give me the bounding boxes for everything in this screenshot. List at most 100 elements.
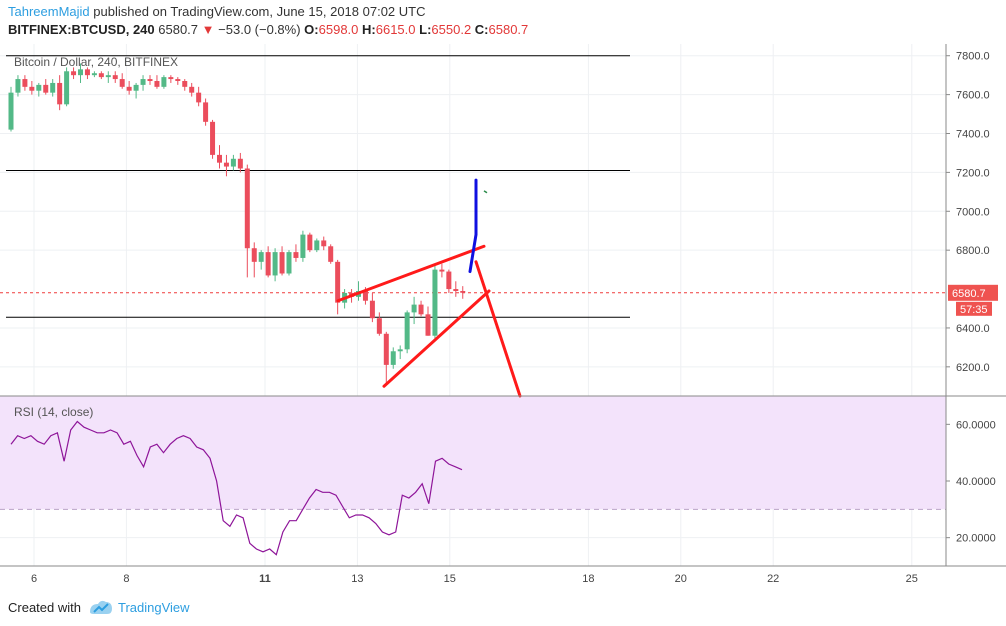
- candle-body: [50, 82, 56, 93]
- candle-body: [293, 252, 299, 258]
- candle-body: [383, 333, 389, 365]
- rsi-tick-label: 40.0000: [956, 476, 996, 488]
- countdown-tag: [956, 301, 992, 316]
- ohlc-line: BITFINEX:BTCUSD, 240 6580.7 ▼ −53.0 (−0.…: [8, 22, 528, 37]
- candle-body: [369, 300, 375, 319]
- candle-body: [300, 234, 306, 258]
- candle-body: [84, 69, 90, 76]
- candle-body: [64, 71, 70, 105]
- candle-body: [15, 79, 21, 93]
- price-axis-bg: [946, 44, 1006, 592]
- upper-wedge-trendline: [336, 244, 486, 303]
- candle-body: [390, 351, 396, 365]
- lower-wedge-trendline: [382, 289, 491, 388]
- candle-body: [321, 240, 327, 247]
- candle-body: [98, 73, 104, 78]
- candle-body: [196, 92, 202, 103]
- candle-body: [43, 84, 49, 93]
- candle-body: [279, 252, 285, 274]
- tradingview-logo-icon[interactable]: [88, 598, 114, 618]
- candle-body: [439, 269, 445, 272]
- current-price-label: 6580.7: [952, 288, 986, 300]
- rsi-tick-label: 20.0000: [956, 533, 996, 545]
- price-tick-label: 7600.0: [956, 90, 990, 102]
- candle-body: [22, 79, 28, 87]
- candle-body: [105, 75, 111, 78]
- x-tick-label: 22: [767, 573, 779, 585]
- candle-body: [397, 349, 403, 352]
- candle-body: [418, 304, 424, 315]
- candle-body: [265, 252, 271, 276]
- candle-body: [251, 248, 257, 262]
- candle-body: [71, 71, 77, 76]
- candle-body: [286, 252, 292, 274]
- candle-body: [161, 77, 167, 87]
- down-arrow-icon: ▼: [201, 22, 215, 37]
- current-price-tag: [948, 284, 998, 301]
- x-tick-label: 18: [582, 573, 594, 585]
- author-link[interactable]: TahreemMajid: [8, 4, 90, 19]
- chart-area[interactable]: 7800.0 7600.0 7400.0 7200.0 7000.0 6800.0 6400…: [0, 44, 1006, 592]
- candle-body: [168, 77, 174, 80]
- candle-body: [91, 73, 97, 76]
- low-label: L:: [419, 22, 432, 37]
- blue-projection-path: [468, 178, 478, 274]
- candle-body: [29, 86, 35, 91]
- x-tick-label: 13: [351, 573, 363, 585]
- footer: Created with TradingView: [0, 592, 1006, 626]
- candle-body: [237, 158, 243, 169]
- price-tick-label: 7800.0: [956, 51, 990, 63]
- created-with-label: Created with: [8, 600, 81, 615]
- candle-body: [328, 246, 334, 262]
- candle-body: [335, 261, 341, 303]
- price-tick-label: 7400.0: [956, 129, 990, 141]
- candle-body: [404, 312, 410, 350]
- candle-body: [314, 240, 320, 251]
- candles: [8, 63, 466, 385]
- x-tick-label: 25: [906, 573, 918, 585]
- candle-body: [8, 92, 14, 130]
- price-tick-label: 6200.0: [956, 362, 990, 374]
- candle-body: [126, 86, 132, 91]
- candle-body: [376, 318, 382, 334]
- price-tick-label: 7000.0: [956, 206, 990, 218]
- candle-body: [140, 79, 146, 85]
- candle-body: [78, 69, 83, 76]
- price-tick-label: 7200.0: [956, 167, 990, 179]
- axes: 7800.0 7600.0 7400.0 7200.0 7000.0 6800.0 6400…: [0, 44, 1006, 592]
- candle-body: [258, 252, 264, 262]
- candle-body: [189, 86, 195, 93]
- low-value: 6550.2: [431, 22, 472, 37]
- publish-line: TahreemMajid published on TradingView.co…: [8, 4, 425, 19]
- drawings: [336, 178, 522, 398]
- candle-body: [57, 82, 63, 105]
- candle-body: [411, 304, 417, 313]
- horizontal-lines: [0, 55, 946, 318]
- open-label: O:: [304, 22, 319, 37]
- x-tick-label: 11: [259, 573, 271, 585]
- publish-info: published on TradingView.com, June 15, 2…: [93, 4, 426, 19]
- rsi-line: [10, 420, 463, 556]
- high-label: H:: [362, 22, 376, 37]
- candle-body: [307, 234, 313, 251]
- candle-body: [362, 291, 368, 301]
- price-change: −53.0 (−0.8%): [218, 22, 301, 37]
- candle-body: [244, 168, 250, 249]
- candle-body: [272, 252, 278, 276]
- candle-body: [175, 79, 181, 81]
- x-tick-label: 20: [675, 573, 687, 585]
- projection-down-line: [474, 260, 522, 398]
- candle-body: [112, 75, 118, 80]
- candle-body: [119, 79, 125, 87]
- candle-body: [460, 291, 466, 293]
- candle-body: [210, 121, 216, 155]
- last-price: 6580.7: [158, 22, 199, 37]
- price-tick-label: 6800.0: [956, 245, 990, 257]
- tradingview-brand-link[interactable]: TradingView: [118, 600, 190, 615]
- x-tick-label: 6: [31, 573, 37, 585]
- candle-body: [182, 81, 188, 87]
- rsi-polyline: [10, 420, 463, 556]
- chart-header: TahreemMajid published on TradingView.co…: [0, 0, 1006, 44]
- rsi-band: [0, 395, 946, 510]
- close-value: 6580.7: [488, 22, 529, 37]
